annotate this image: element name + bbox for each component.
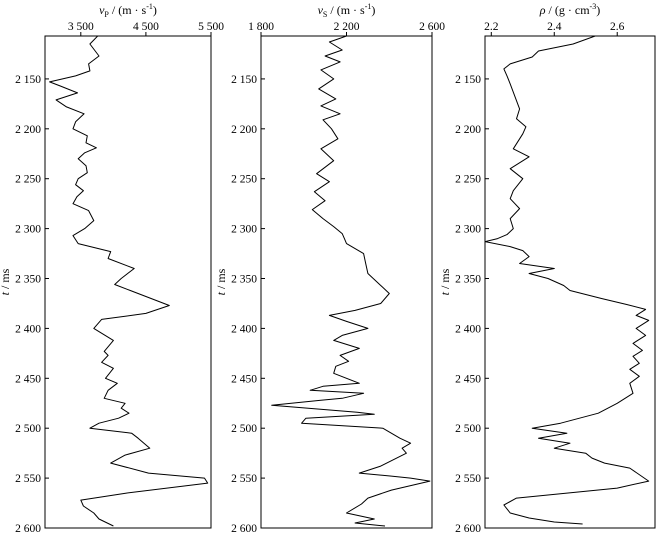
rho-x-tick-label: 2.2 bbox=[484, 21, 499, 33]
vs-series-line bbox=[271, 36, 431, 527]
vp-y-tick-label: 2 150 bbox=[15, 74, 41, 86]
vp-y-tick-label: 2 450 bbox=[15, 373, 41, 385]
vp-panel: 3 500 4 500 5 500 2 150 2 200 2 250 2 300 2 350… bbox=[0, 2, 224, 535]
vs-y-axis-title: t / ms bbox=[214, 268, 228, 295]
rho-y-tick-label: 2 450 bbox=[455, 373, 481, 385]
vp-x-tick-label: 3 500 bbox=[68, 21, 94, 33]
rho-y-tick-label: 2 250 bbox=[455, 174, 481, 186]
rho-y-tick-label: 2 500 bbox=[455, 423, 481, 435]
rho-y-tick-label: 2 150 bbox=[455, 74, 481, 86]
vs-plot-frame bbox=[260, 35, 433, 529]
vs-panel: 1 800 2 200 2 600 2 150 2 200 2 250 2 300 2 350… bbox=[214, 2, 445, 535]
rho-plot-frame bbox=[484, 35, 656, 529]
vs-y-tick-label: 2 250 bbox=[231, 174, 257, 186]
vp-y-tick-label: 2 400 bbox=[15, 323, 41, 335]
vp-x-axis-title: vP / (m · s-1) bbox=[99, 2, 157, 19]
rho-y-tick-label: 2 400 bbox=[455, 323, 481, 335]
vp-x-tick-label: 5 500 bbox=[198, 21, 224, 33]
rho-y-tick-label: 2 350 bbox=[455, 274, 481, 286]
vs-y-tick-label: 2 150 bbox=[231, 74, 257, 86]
vs-x-axis-title: vS / (m · s-1) bbox=[318, 2, 376, 19]
vp-y-tick-label: 2 300 bbox=[15, 224, 41, 236]
rho-series-line bbox=[485, 36, 650, 525]
vs-y-tick-label: 2 550 bbox=[231, 473, 257, 485]
rho-x-tick-label: 2.4 bbox=[547, 21, 562, 33]
vs-x-tick-label: 2 600 bbox=[419, 21, 445, 33]
rho-y-tick-label: 2 300 bbox=[455, 224, 481, 236]
vp-y-tick-label: 2 550 bbox=[15, 473, 41, 485]
vp-y-tick-label: 2 350 bbox=[15, 274, 41, 286]
vp-y-axis-title: t / ms bbox=[0, 268, 12, 295]
vp-y-tick-label: 2 250 bbox=[15, 174, 41, 186]
rho-panel: 2.2 2.4 2.6 2 150 2 200 2 250 2 300 2 350 2 400 2… bbox=[438, 2, 656, 535]
vp-x-tick-label: 4 500 bbox=[133, 21, 159, 33]
vp-y-tick-label: 2 600 bbox=[15, 523, 41, 535]
rho-y-tick-label: 2 550 bbox=[455, 473, 481, 485]
vs-y-tick-label: 2 450 bbox=[231, 373, 257, 385]
vs-y-tick-label: 2 600 bbox=[231, 523, 257, 535]
vp-series-line bbox=[49, 36, 209, 527]
vs-y-tick-label: 2 300 bbox=[231, 224, 257, 236]
rho-x-tick-label: 2.6 bbox=[610, 21, 625, 33]
rho-y-tick-label: 2 200 bbox=[455, 124, 481, 136]
vs-y-tick-label: 2 350 bbox=[231, 274, 257, 286]
vs-y-tick-label: 2 400 bbox=[231, 323, 257, 335]
vs-x-tick-label: 2 200 bbox=[334, 21, 360, 33]
vs-x-tick-label: 1 800 bbox=[248, 21, 274, 33]
vs-y-tick-label: 2 200 bbox=[231, 124, 257, 136]
vs-y-tick-label: 2 500 bbox=[231, 423, 257, 435]
rho-y-axis-title: t / ms bbox=[438, 268, 452, 295]
vp-y-tick-label: 2 200 bbox=[15, 124, 41, 136]
rho-y-tick-label: 2 600 bbox=[455, 523, 481, 535]
vp-plot-frame bbox=[44, 35, 212, 529]
rho-x-axis-title: ρ / (g · cm-3) bbox=[539, 2, 600, 17]
vp-y-tick-label: 2 500 bbox=[15, 423, 41, 435]
